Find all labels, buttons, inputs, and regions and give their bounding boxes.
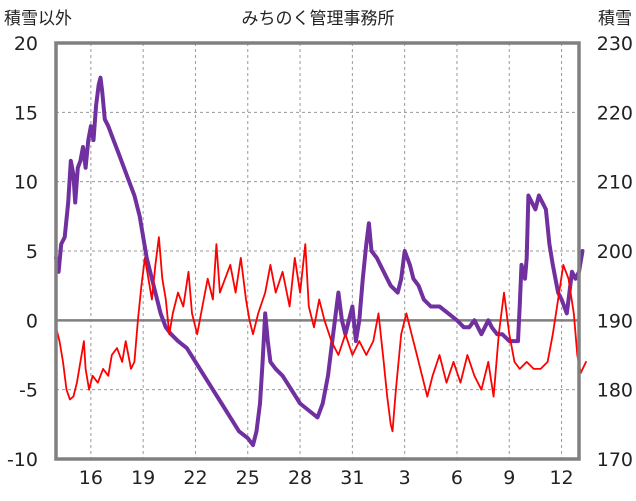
x-tick-label: 3 xyxy=(399,467,411,489)
right-tick-label: 230 xyxy=(597,33,633,55)
right-tick-label: 220 xyxy=(597,102,633,124)
right-tick-label: 170 xyxy=(597,449,633,471)
chart-title: みちのく管理事務所 xyxy=(242,9,395,29)
right-tick-label: 210 xyxy=(597,172,633,194)
series-group xyxy=(54,75,587,448)
series-line-snow-depth xyxy=(54,75,585,448)
series-line-other xyxy=(55,236,587,433)
x-axis-ticks: 16 19 22 25 28 31 3 6 9 12 xyxy=(79,467,574,489)
right-tick-label: 180 xyxy=(597,380,633,402)
left-tick-label: 15 xyxy=(14,102,38,124)
x-tick-label: 25 xyxy=(236,467,260,489)
x-tick-label: 16 xyxy=(79,467,103,489)
left-tick-label: 10 xyxy=(14,172,38,194)
x-tick-label: 9 xyxy=(503,467,515,489)
right-tick-label: 190 xyxy=(597,310,633,332)
right-axis-label: 積雪 xyxy=(598,9,632,29)
x-tick-label: 28 xyxy=(288,467,312,489)
left-tick-label: 20 xyxy=(14,33,38,55)
x-tick-label: 12 xyxy=(549,467,573,489)
left-tick-label: -10 xyxy=(7,449,38,471)
left-tick-label: 5 xyxy=(26,241,38,263)
x-tick-label: 6 xyxy=(451,467,463,489)
plot-frame xyxy=(54,41,581,461)
right-axis-ticks: 170 180 190 200 210 220 230 xyxy=(597,33,633,471)
x-tick-label: 19 xyxy=(131,467,155,489)
left-axis-ticks: -10 -5 0 5 10 15 20 xyxy=(7,33,38,471)
left-tick-label: -5 xyxy=(19,380,38,402)
x-tick-label: 22 xyxy=(183,467,207,489)
left-axis-label: 積雪以外 xyxy=(4,9,72,29)
x-tick-label: 31 xyxy=(340,467,364,489)
left-tick-label: 0 xyxy=(26,310,38,332)
right-tick-label: 200 xyxy=(597,241,633,263)
